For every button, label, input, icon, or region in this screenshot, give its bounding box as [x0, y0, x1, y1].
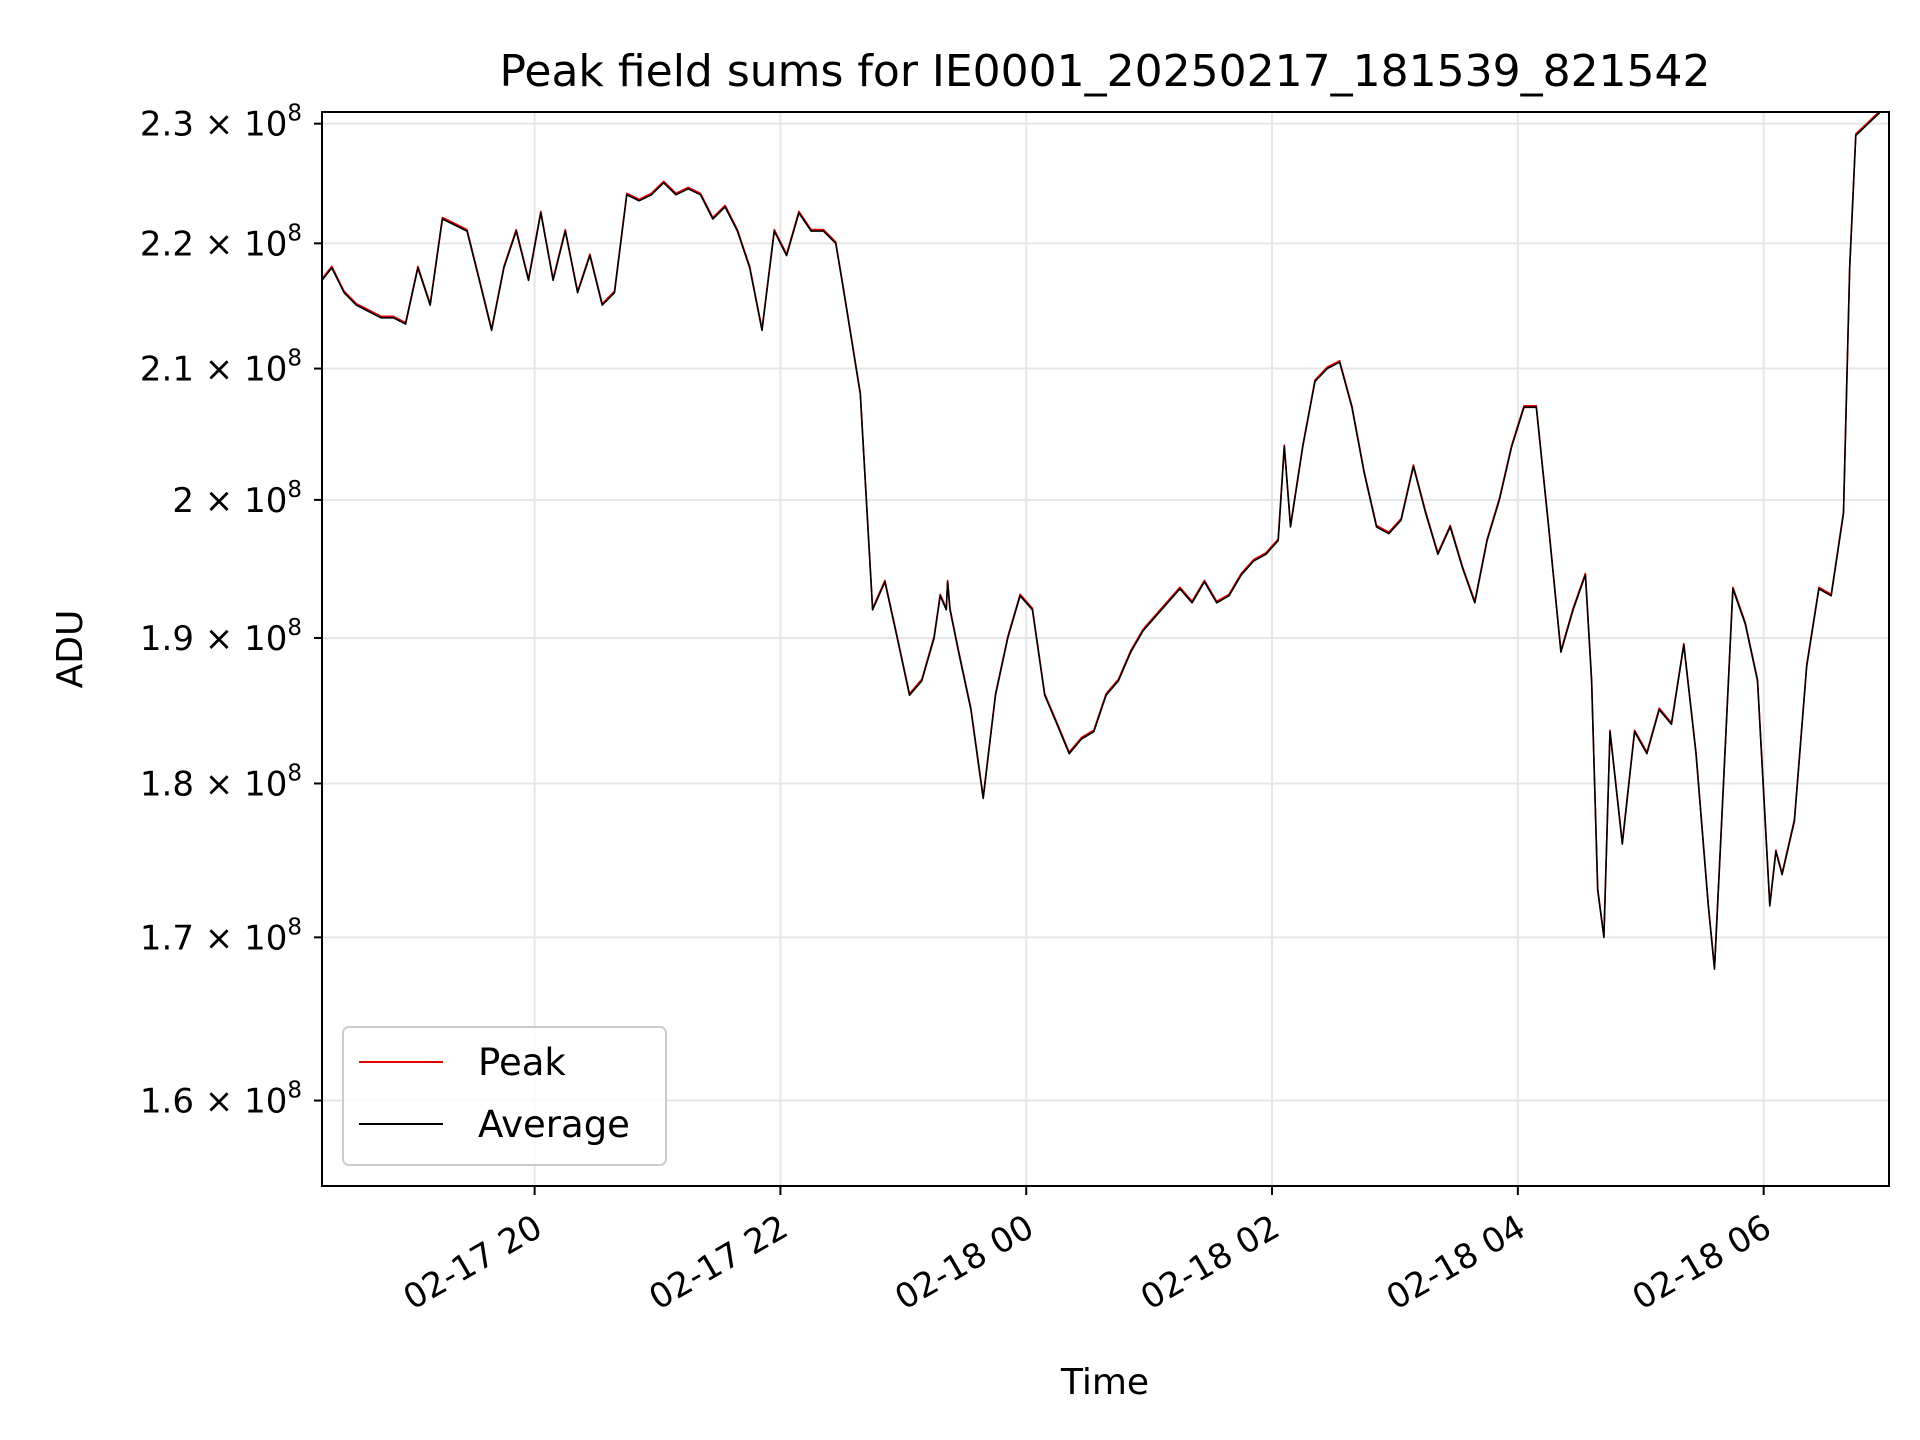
y-tick-label: 2 × 108	[172, 477, 302, 521]
legend-average-label: Average	[478, 1103, 630, 1146]
y-axis-label: ADU	[50, 610, 91, 689]
y-tick-label: 2.1 × 108	[140, 346, 302, 390]
legend-peak-label: Peak	[478, 1041, 566, 1084]
y-tick-label: 1.9 × 108	[140, 615, 302, 659]
y-tick-label: 1.8 × 108	[140, 760, 302, 804]
plot-frame	[321, 111, 1890, 1187]
chart-title: Peak field sums for IE0001_20250217_1815…	[499, 46, 1710, 97]
legend: Peak Average	[342, 1026, 667, 1166]
y-tick-label: 2.3 × 108	[140, 101, 302, 145]
x-axis-label: Time	[1060, 1362, 1149, 1403]
series-line-average	[322, 112, 1889, 971]
grid-lines	[322, 112, 1889, 1186]
series-layer	[322, 112, 1889, 971]
y-tick-label: 2.2 × 108	[140, 220, 302, 264]
y-tick-label: 1.6 × 108	[140, 1078, 302, 1122]
y-tick-label: 1.7 × 108	[140, 914, 302, 958]
